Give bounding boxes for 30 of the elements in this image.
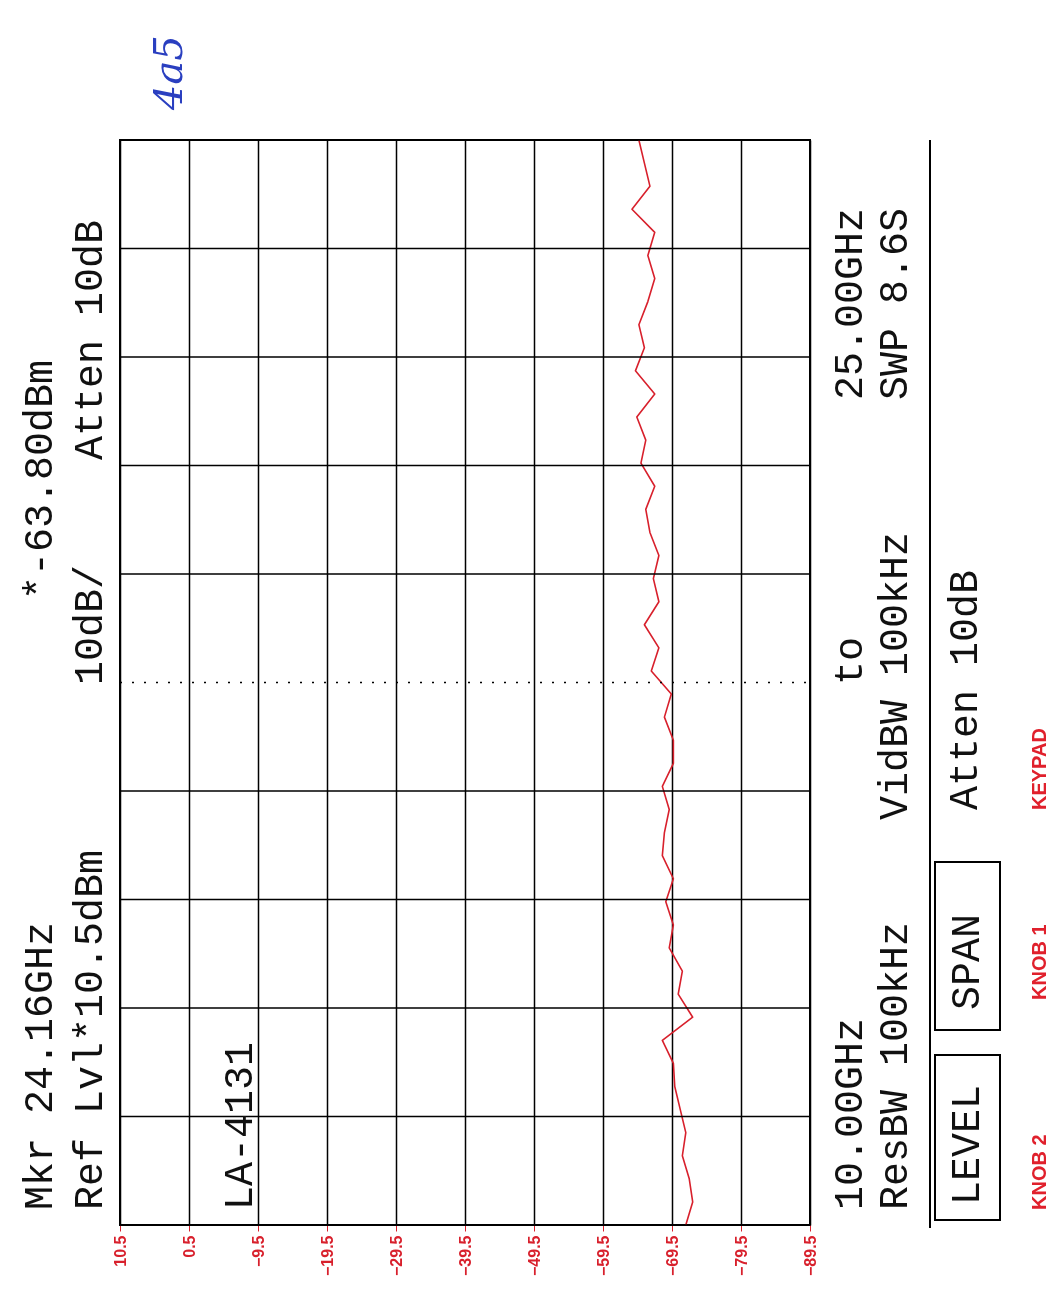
x-tick-label: −79.5 <box>732 1235 750 1276</box>
x-tick-label: 10.5 <box>111 1235 129 1267</box>
text: KEYPAD <box>1028 728 1050 810</box>
text: KNOB 2 <box>1028 1134 1050 1210</box>
text: 10.00GHz <box>829 1017 874 1210</box>
x-tick-label: −69.5 <box>663 1235 681 1276</box>
text: Atten 10dB <box>69 219 114 460</box>
text: Ref Lvl*10.5dBm <box>69 849 114 1210</box>
text: 4a5 <box>145 35 191 111</box>
annotation: LA-4131 <box>219 1041 264 1210</box>
text: Mkr 24.16GHz <box>19 921 64 1210</box>
text: *-63.80dBm <box>19 359 64 600</box>
x-tick-label: −39.5 <box>456 1235 474 1276</box>
text: to <box>829 636 874 685</box>
text: SWP 8.6S <box>874 207 919 400</box>
x-tick-label: −29.5 <box>387 1235 405 1276</box>
text: SPAN <box>946 913 991 1010</box>
text: Atten 10dB <box>944 569 989 810</box>
text: VidBW 100kHz <box>874 531 919 820</box>
text: LEVEL <box>946 1084 991 1205</box>
text: 25.00GHz <box>829 207 874 400</box>
x-tick-label: −9.5 <box>249 1235 267 1268</box>
text: ResBW 100kHz <box>874 921 919 1210</box>
text: 10dB/ <box>69 564 114 685</box>
x-tick-label: −19.5 <box>318 1235 336 1276</box>
x-tick-label: −59.5 <box>594 1235 612 1276</box>
text: KNOB 1 <box>1028 924 1050 1000</box>
x-tick-label: −89.5 <box>801 1235 819 1276</box>
x-tick-label: 0.5 <box>180 1235 198 1258</box>
x-tick-label: −49.5 <box>525 1235 543 1276</box>
